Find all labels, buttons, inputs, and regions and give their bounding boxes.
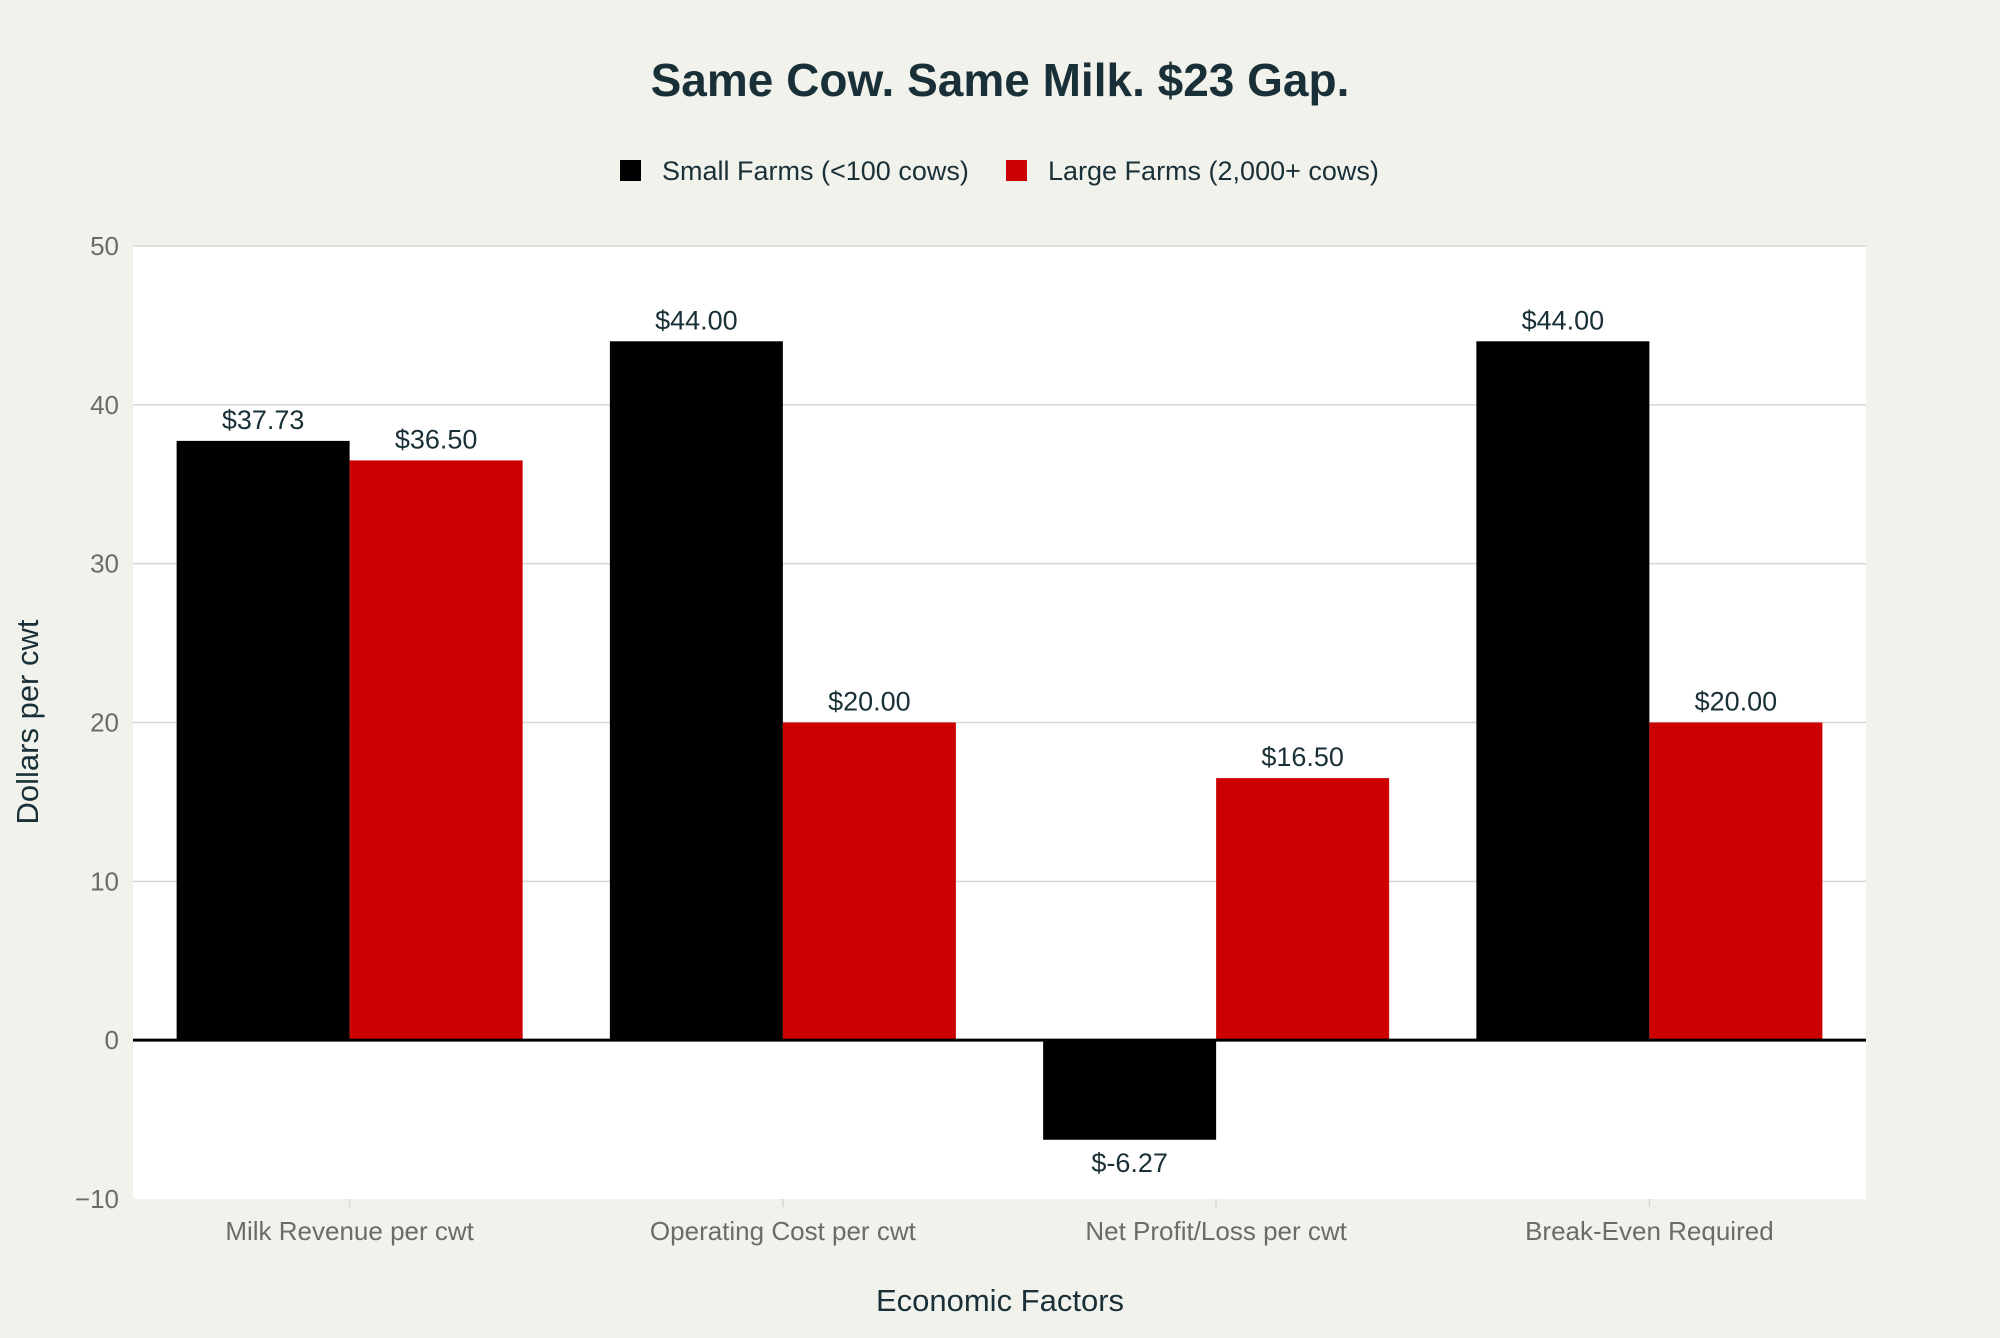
- y-tick-label: 0: [105, 1025, 119, 1055]
- bar-small-farms-2: [1043, 1040, 1217, 1140]
- y-axis-title: Dollars per cwt: [10, 619, 45, 824]
- chart-title: Same Cow. Same Milk. $23 Gap.: [651, 54, 1350, 106]
- y-tick-label: 10: [90, 866, 119, 896]
- legend-swatch-small-farms: [620, 160, 641, 181]
- x-tick-label: Break-Even Required: [1525, 1216, 1774, 1246]
- x-axis-title: Economic Factors: [876, 1283, 1124, 1318]
- bar-small-farms-1: [609, 341, 783, 1041]
- bar-large-farms-3: [1649, 722, 1823, 1041]
- data-label: $36.50: [395, 424, 478, 454]
- bar-large-farms-0: [349, 460, 523, 1041]
- bar-small-farms-3: [1476, 341, 1650, 1041]
- data-label: $-6.27: [1091, 1148, 1168, 1178]
- data-label: $20.00: [828, 687, 911, 717]
- x-tick-label: Operating Cost per cwt: [650, 1216, 917, 1246]
- bar-small-farms-0: [176, 440, 350, 1041]
- y-tick-label: −10: [75, 1184, 119, 1214]
- x-axis-ticks: Milk Revenue per cwt Operating Cost per c…: [225, 1199, 1774, 1246]
- y-tick-label: 40: [90, 390, 119, 420]
- data-label: $44.00: [1522, 305, 1605, 335]
- legend: Small Farms (<100 cows) Large Farms (2,00…: [620, 156, 1379, 186]
- y-tick-label: 30: [90, 549, 119, 579]
- x-tick-label: Milk Revenue per cwt: [225, 1216, 474, 1246]
- legend-swatch-large-farms: [1006, 160, 1027, 181]
- data-label: $20.00: [1695, 687, 1778, 717]
- data-label: $44.00: [655, 305, 738, 335]
- y-tick-label: 50: [90, 231, 119, 261]
- bar-large-farms-1: [782, 722, 956, 1041]
- y-tick-label: 20: [90, 708, 119, 738]
- x-tick-label: Net Profit/Loss per cwt: [1085, 1216, 1347, 1246]
- legend-label-large-farms: Large Farms (2,000+ cows): [1048, 156, 1379, 186]
- data-labels: $37.73 $36.50 $44.00 $20.00 $-6.27 $16.50 $44.…: [222, 305, 1777, 1177]
- data-label: $16.50: [1261, 742, 1344, 772]
- legend-label-small-farms: Small Farms (<100 cows): [662, 156, 969, 186]
- y-axis-ticks: −10 0 10 20 30 40 50: [75, 231, 119, 1214]
- bars: [133, 341, 1866, 1140]
- data-label: $37.73: [222, 405, 305, 435]
- bar-large-farms-2: [1216, 778, 1390, 1041]
